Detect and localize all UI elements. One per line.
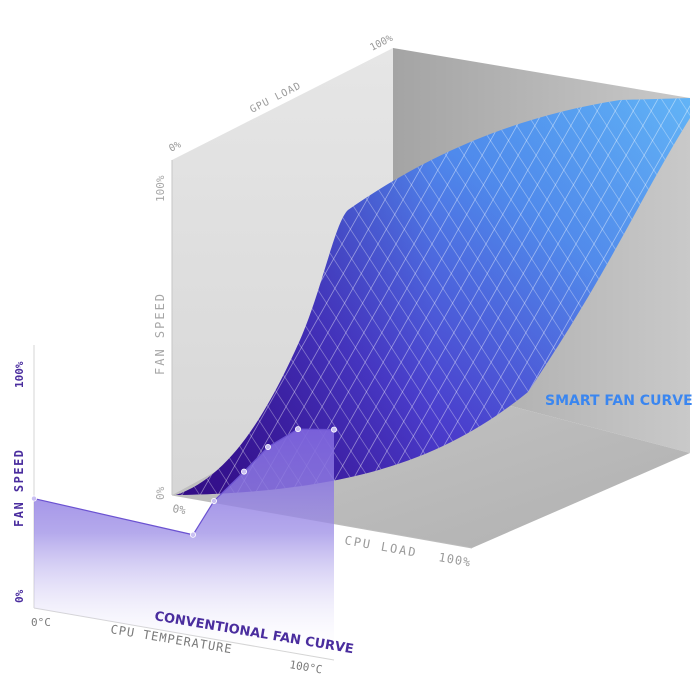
surface-mesh-line [689, 98, 690, 495]
surface-mesh-line [383, 98, 645, 495]
surface-mesh-line [176, 98, 177, 495]
surface-mesh-line [581, 98, 690, 495]
conventional-curve-area [34, 429, 334, 660]
conv-temp-axis-max: 100°C [289, 658, 324, 676]
surface-mesh-line [176, 98, 181, 495]
fan-axis-max: 100% [154, 175, 167, 202]
curve-point [330, 426, 337, 433]
curve-point [30, 495, 37, 502]
smart-fan-curve-title: SMART FAN CURVE [545, 393, 693, 409]
curve-point [240, 468, 247, 475]
curve-point [210, 497, 217, 504]
conv-fan-axis-label: FAN SPEED [12, 448, 26, 527]
surface-mesh-line [311, 98, 573, 495]
curve-point [294, 426, 301, 433]
smart-fan-curve-box: 100% GPU LOAD 0% 100% FAN SPEED 0% 0% CP… [0, 33, 693, 570]
surface-mesh-line [689, 98, 690, 495]
fan-axis-min: 0% [154, 486, 167, 500]
surface-mesh-line [563, 98, 690, 495]
conv-fan-axis-max: 100% [13, 361, 26, 388]
surface-mesh-line [599, 98, 690, 495]
fan-axis-label: FAN SPEED [153, 292, 167, 375]
cpu-axis-label: CPU LOAD [343, 533, 418, 560]
surface-mesh-line [0, 60, 72, 520]
curve-point [264, 443, 271, 450]
surface-mesh-line [176, 98, 199, 495]
surface-mesh-line [293, 98, 555, 495]
surface-mesh-line [617, 98, 690, 495]
conv-temp-axis-min: 0°C [31, 616, 51, 629]
surface-mesh-line [176, 98, 307, 495]
conventional-curve-points [30, 426, 337, 538]
surface-mesh-line [176, 98, 195, 495]
gpu-axis-min: 0% [167, 139, 183, 154]
surface-mesh-line [0, 60, 54, 520]
surface-mesh-line [329, 98, 591, 495]
conventional-fan-curve: 100% FAN SPEED 0% CONVENTIONAL FAN CURVE… [12, 345, 355, 676]
surface-mesh-line [347, 98, 609, 495]
cpu-axis-max: 100% [437, 550, 472, 570]
conv-fan-axis-min: 0% [13, 589, 26, 603]
surface-mesh-line [365, 98, 627, 495]
surface-mesh-line [401, 98, 663, 495]
surface-mesh-line [545, 98, 690, 495]
curve-point [189, 531, 196, 538]
cpu-axis-min: 0% [171, 502, 187, 517]
